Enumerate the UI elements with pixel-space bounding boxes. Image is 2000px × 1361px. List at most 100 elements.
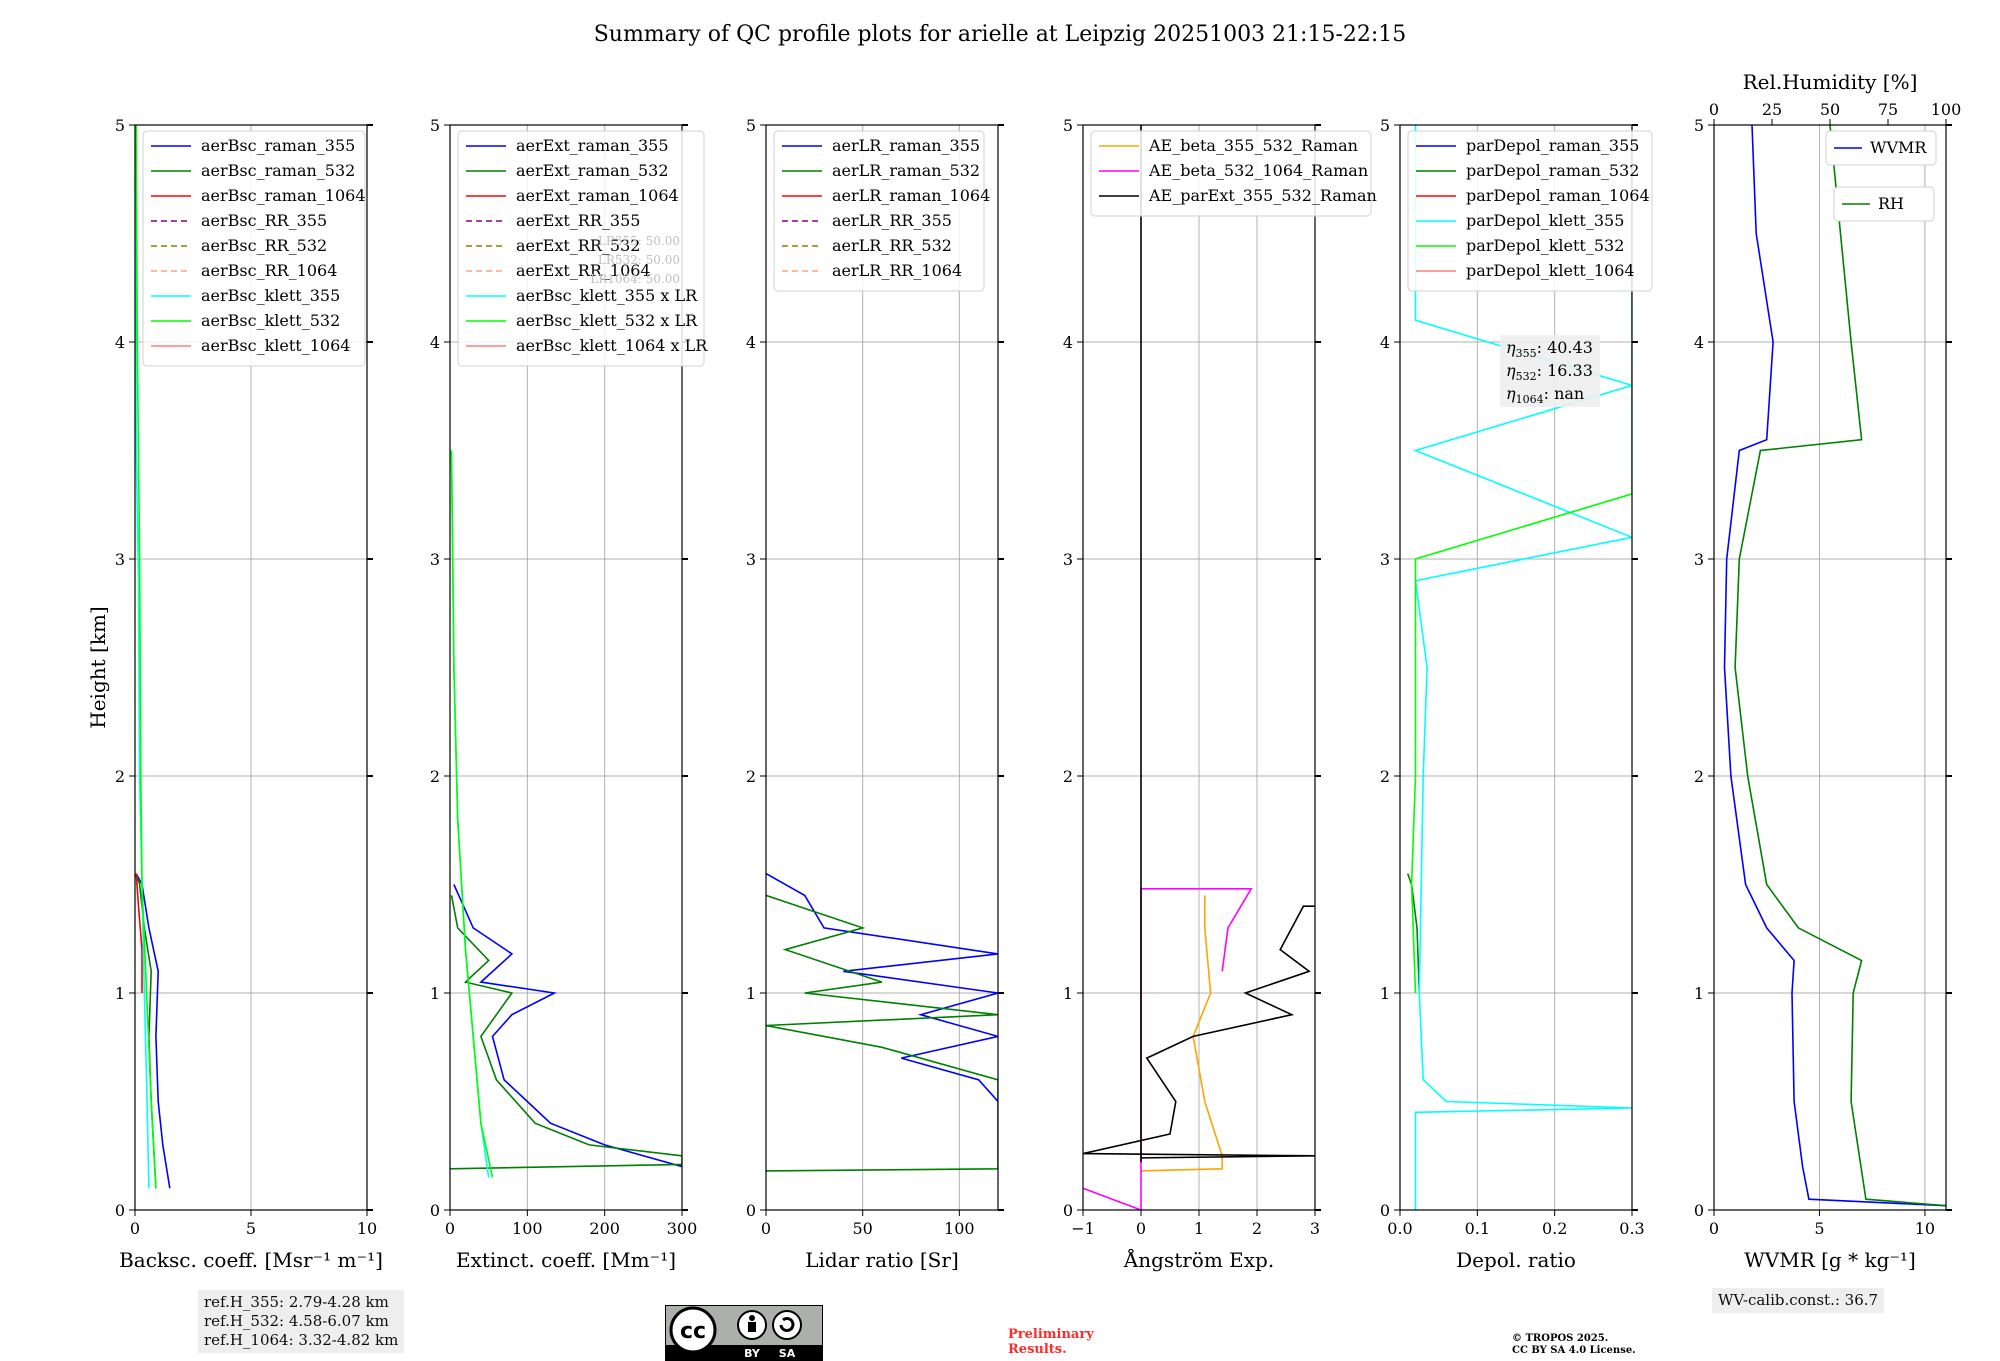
x-tick-label: 0.3 <box>1619 1219 1644 1238</box>
lr-annotation: LR355: 50.00 <box>598 234 680 248</box>
y-tick-label: 1 <box>1063 984 1073 1003</box>
x-tick-label: 50 <box>852 1219 872 1238</box>
x-axis-label: Depol. ratio <box>1456 1248 1576 1272</box>
top-axis-label: Rel.Humidity [%] <box>1743 70 1918 94</box>
series-aerBsc_raman_355 <box>135 873 171 1189</box>
series-parDepol_raman_532 <box>1406 873 1421 994</box>
legend-box <box>457 130 705 367</box>
y-tick-label: 1 <box>1380 984 1390 1003</box>
x-tick-label: 5 <box>1814 1219 1824 1238</box>
series-aerBsc_klett_532 x LR <box>450 450 494 1178</box>
axes-frame <box>449 124 683 1211</box>
y-tick-label: 2 <box>1380 767 1390 786</box>
y-tick-label: 3 <box>115 550 125 569</box>
copyright-line2: CC BY SA 4.0 License. <box>1512 1345 1636 1356</box>
series-aerLR_raman_355 <box>766 872 998 1103</box>
y-tick-label: 1 <box>430 984 440 1003</box>
y-tick-label: 0 <box>746 1201 756 1220</box>
eta-value: η532: 16.33 <box>1506 361 1593 383</box>
svg-text:cc: cc <box>680 1319 706 1344</box>
legend-entry: parDepol_raman_1064 <box>1466 186 1650 205</box>
lr-annotation: LR532: 50.00 <box>598 253 680 267</box>
preliminary-line2: Results. <box>1008 1342 1067 1357</box>
ref-height-355: ref.H_355: 2.79-4.28 km <box>204 1293 389 1311</box>
x-tick-label: 0.0 <box>1387 1219 1412 1238</box>
legend-box-wvmr <box>1825 130 1937 166</box>
x-tick-label: 1 <box>1194 1219 1204 1238</box>
legend-box <box>773 130 985 292</box>
cc-by-label: BY <box>744 1347 761 1360</box>
axes-frame <box>1399 124 1633 1211</box>
legend-entry: parDepol_raman_355 <box>1466 136 1639 155</box>
legend-entry: aerBsc_klett_532 <box>201 311 340 330</box>
legend-box <box>142 130 366 367</box>
y-tick-label: 2 <box>746 767 756 786</box>
series-aerExt_raman_532 <box>450 895 682 1170</box>
legend-entry: aerExt_RR_1064 <box>516 261 651 280</box>
legend-entry: aerLR_RR_532 <box>832 236 952 255</box>
series-AE_beta_355_532_Raman <box>1140 895 1223 1172</box>
legend-entry: aerBsc_klett_532 x LR <box>516 311 698 330</box>
y-tick-label: 4 <box>1694 333 1704 352</box>
y-tick-label: 5 <box>1694 116 1704 135</box>
cc-license-logo: cc BY SA <box>665 1305 823 1361</box>
preliminary-note: Preliminary Results. <box>1008 1327 1094 1357</box>
y-tick-label: 3 <box>1063 550 1073 569</box>
x-axis-label: Backsc. coeff. [Msr⁻¹ m⁻¹] <box>119 1248 383 1272</box>
x-axis-label: Ångström Exp. <box>1123 1247 1274 1272</box>
legend-entry: AE_parExt_355_532_Raman <box>1148 186 1377 205</box>
y-axis-label: Height [km] <box>86 606 110 728</box>
legend-entry: aerLR_RR_355 <box>832 211 952 230</box>
x-tick-label: 0.2 <box>1542 1219 1567 1238</box>
series-RH <box>1734 125 1946 1207</box>
x-tick-label: 100 <box>512 1219 543 1238</box>
y-tick-label: 5 <box>115 116 125 135</box>
series-WVMR <box>1723 125 1946 1207</box>
series-aerBsc_klett_532 <box>135 125 157 1189</box>
x-tick-label: −1 <box>1071 1219 1095 1238</box>
legend-entry: aerBsc_RR_532 <box>201 236 327 255</box>
y-tick-label: 4 <box>746 333 756 352</box>
eta-box <box>1500 335 1600 407</box>
axes-frame <box>765 124 999 1211</box>
series-AE_parExt_355_532_Raman <box>1083 125 1315 1163</box>
legend-entry: parDepol_klett_1064 <box>1466 261 1635 280</box>
x-tick-label: 0 <box>1709 1219 1719 1238</box>
figure-title: Summary of QC profile plots for arielle … <box>593 22 1407 47</box>
share-alike-icon <box>772 1310 802 1340</box>
legend-entry: aerBsc_klett_355 <box>201 286 340 305</box>
y-tick-label: 2 <box>115 767 125 786</box>
x-tick-label: 10 <box>1915 1219 1935 1238</box>
legend-entry: parDepol_klett_355 <box>1466 211 1624 230</box>
legend-entry: WVMR <box>1870 138 1927 157</box>
copyright-note: © TROPOS 2025. CC BY SA 4.0 License. <box>1512 1333 1636 1357</box>
top-x-tick-label: 75 <box>1878 100 1898 119</box>
axes-frame <box>1713 124 1947 1211</box>
y-tick-label: 3 <box>1380 550 1390 569</box>
x-tick-label: 0.1 <box>1465 1219 1490 1238</box>
ref-height-1064: ref.H_1064: 3.32-4.82 km <box>204 1331 399 1349</box>
eta-value: η355: 40.43 <box>1506 338 1593 360</box>
y-tick-label: 3 <box>1694 550 1704 569</box>
y-tick-label: 4 <box>115 333 125 352</box>
legend-entry: aerBsc_klett_355 x LR <box>516 286 698 305</box>
legend-entry: AE_beta_355_532_Raman <box>1148 136 1358 155</box>
ref-height-532: ref.H_532: 4.58-6.07 km <box>204 1312 389 1330</box>
top-x-tick-label: 25 <box>1762 100 1782 119</box>
top-x-tick-label: 0 <box>1709 100 1719 119</box>
legend-entry: aerBsc_RR_355 <box>201 211 327 230</box>
y-tick-label: 0 <box>430 1201 440 1220</box>
legend-entry: aerBsc_raman_1064 <box>201 186 366 205</box>
legend-entry: RH <box>1878 194 1904 213</box>
legend-entry: aerBsc_klett_1064 <box>201 336 350 355</box>
top-x-tick-label: 100 <box>1931 100 1962 119</box>
y-tick-label: 0 <box>1063 1201 1073 1220</box>
cc-icon <box>669 1306 717 1354</box>
y-tick-label: 5 <box>1380 116 1390 135</box>
x-tick-label: 10 <box>357 1219 377 1238</box>
x-tick-label: 0 <box>130 1219 140 1238</box>
legend-entry: aerBsc_klett_1064 x LR <box>516 336 708 355</box>
x-tick-label: 2 <box>1252 1219 1262 1238</box>
y-tick-label: 4 <box>1380 333 1390 352</box>
legend-entry: parDepol_klett_532 <box>1466 236 1624 255</box>
